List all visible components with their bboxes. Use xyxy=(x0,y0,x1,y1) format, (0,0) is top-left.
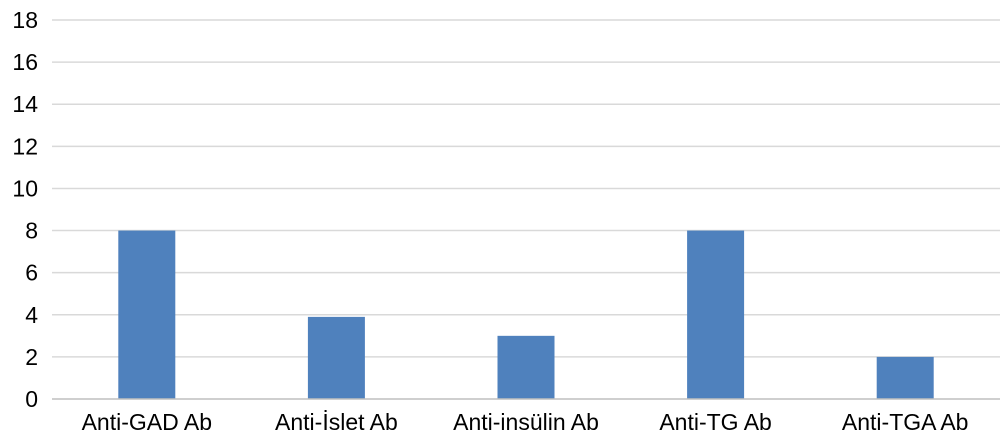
y-tick-label: 16 xyxy=(12,49,38,75)
y-tick-label: 8 xyxy=(25,218,38,244)
x-category-label: Anti-GAD Ab xyxy=(82,409,212,435)
gridlines xyxy=(52,19,1000,358)
x-category-label: Anti-TG Ab xyxy=(659,409,771,435)
y-tick-label: 10 xyxy=(12,175,38,201)
bars xyxy=(118,230,934,399)
x-category-label: Anti-İslet Ab xyxy=(275,409,398,435)
y-tick-label: 4 xyxy=(25,302,38,328)
y-tick-label: 6 xyxy=(25,260,38,286)
bar-2 xyxy=(307,316,365,399)
bar-1 xyxy=(118,230,176,399)
y-tick-label: 14 xyxy=(12,91,38,117)
y-axis-tick-labels: 0 2 4 6 8 10 12 14 16 18 xyxy=(12,7,38,412)
y-tick-label: 2 xyxy=(25,344,38,370)
x-axis-category-labels: Anti-GAD Ab Anti-İslet Ab Anti-insülin Ab A… xyxy=(82,409,969,435)
x-category-label: Anti-TGA Ab xyxy=(842,409,969,435)
bar-3 xyxy=(497,335,555,399)
bar-4 xyxy=(687,230,745,399)
y-tick-label: 0 xyxy=(25,386,38,412)
x-category-label: Anti-insülin Ab xyxy=(453,409,599,435)
y-tick-label: 18 xyxy=(12,7,38,33)
y-tick-label: 12 xyxy=(12,133,38,159)
bar-5 xyxy=(876,356,934,399)
